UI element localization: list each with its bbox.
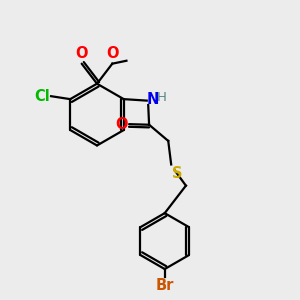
Text: O: O [106, 46, 118, 61]
Text: S: S [172, 166, 183, 181]
Text: H: H [157, 91, 166, 104]
Text: Cl: Cl [34, 89, 50, 104]
Text: Br: Br [155, 278, 174, 293]
Text: O: O [115, 117, 127, 132]
Text: N: N [147, 92, 159, 106]
Text: O: O [75, 46, 88, 61]
